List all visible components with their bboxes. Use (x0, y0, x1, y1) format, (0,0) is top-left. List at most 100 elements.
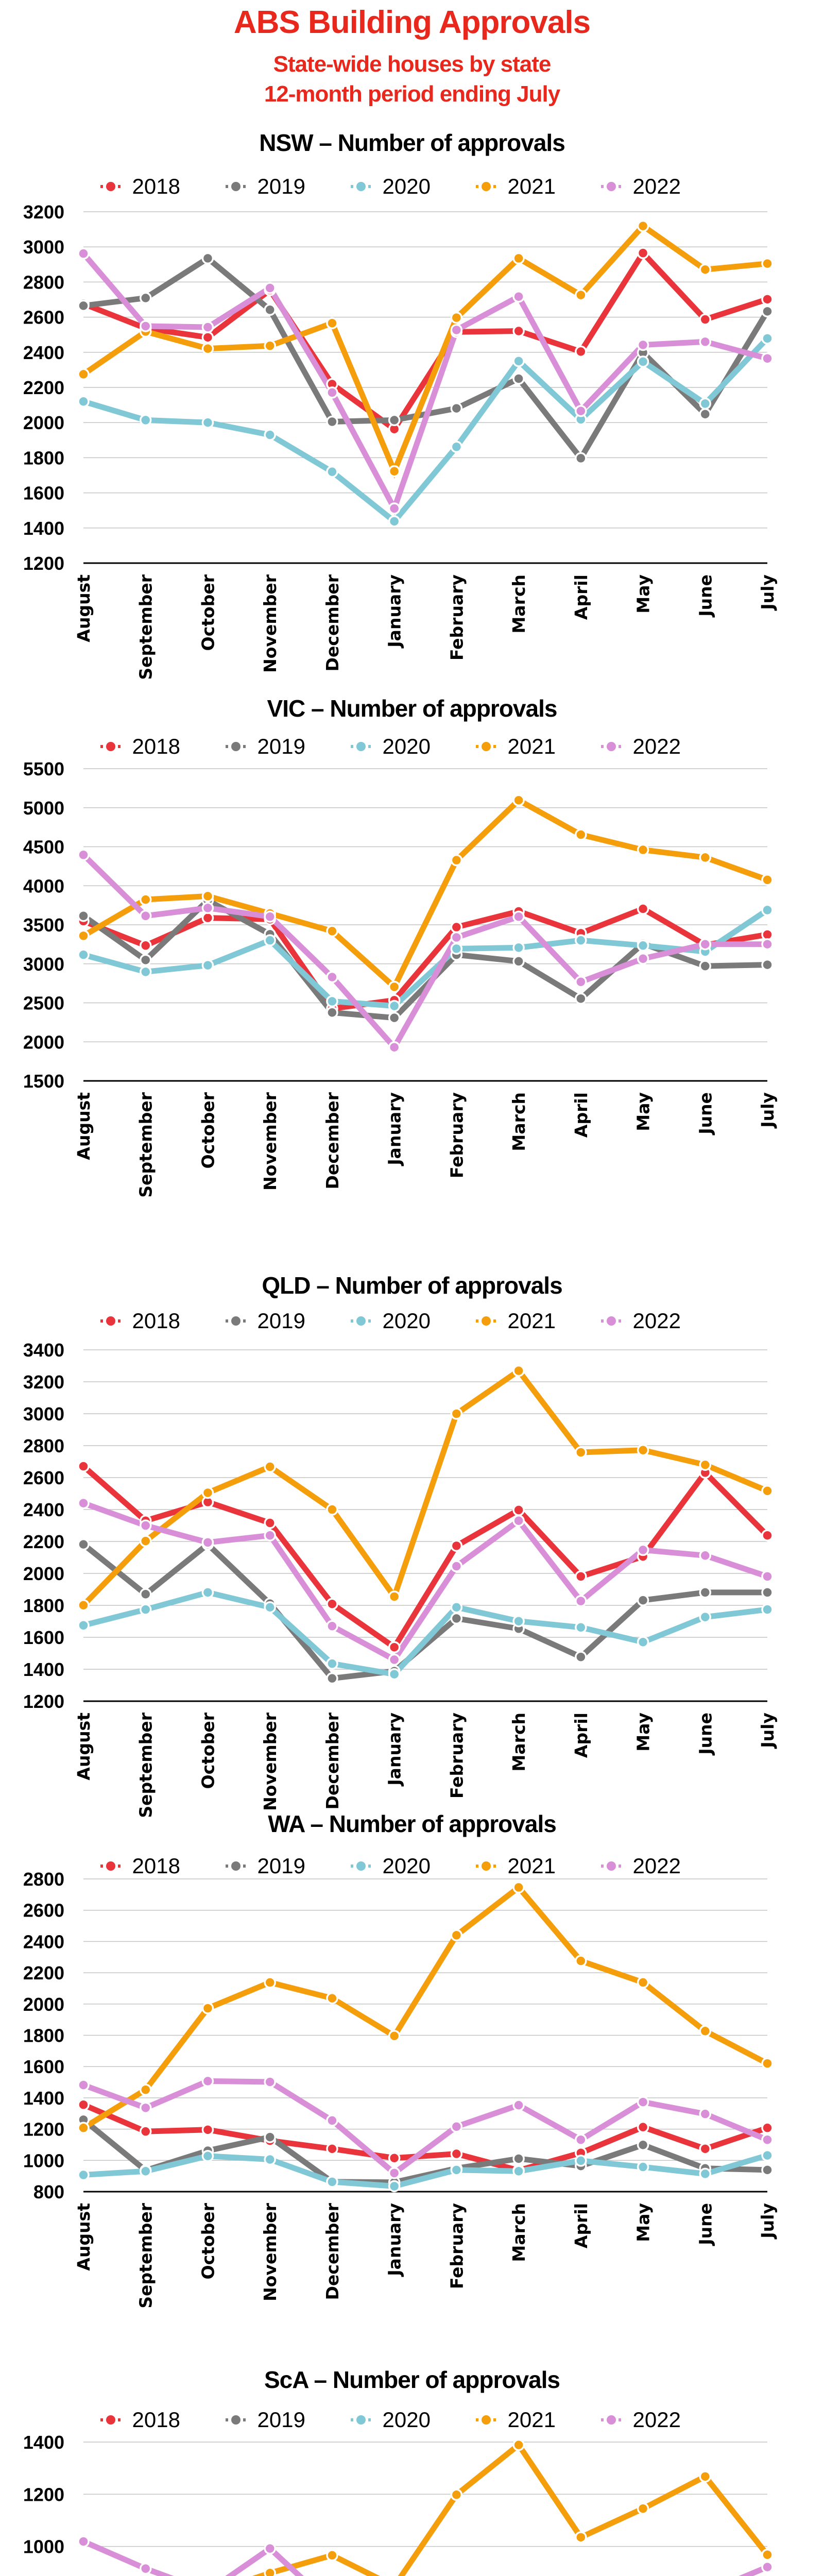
legend-item-2019[interactable]: 2019 (225, 1309, 350, 1333)
data-point-2019[interactable] (637, 2139, 649, 2151)
legend-item-2022[interactable]: 2022 (600, 2408, 725, 2432)
data-point-2021[interactable] (637, 2502, 649, 2515)
data-point-2022[interactable] (450, 324, 463, 336)
legend-item-2021[interactable]: 2021 (475, 174, 600, 199)
legend-item-2019[interactable]: 2019 (225, 1854, 350, 1878)
data-point-2020[interactable] (326, 465, 338, 478)
data-point-2022[interactable] (201, 2075, 214, 2088)
legend-item-2018[interactable]: 2018 (99, 1309, 225, 1333)
data-point-2021[interactable] (77, 1599, 90, 1612)
data-point-2020[interactable] (699, 1611, 712, 1623)
data-point-2021[interactable] (139, 2083, 152, 2096)
data-point-2020[interactable] (139, 2165, 152, 2177)
data-point-2022[interactable] (699, 938, 712, 951)
data-point-2021[interactable] (699, 2025, 712, 2038)
data-point-2021[interactable] (326, 2549, 338, 2562)
data-point-2022[interactable] (575, 1595, 587, 1607)
data-point-2020[interactable] (637, 2161, 649, 2173)
data-point-2021[interactable] (761, 873, 774, 886)
data-point-2018[interactable] (637, 903, 649, 915)
data-point-2020[interactable] (77, 395, 90, 408)
data-point-2018[interactable] (139, 2125, 152, 2138)
data-point-2020[interactable] (388, 999, 401, 1012)
data-point-2019[interactable] (326, 415, 338, 428)
data-point-2022[interactable] (264, 2542, 276, 2555)
data-point-2019[interactable] (450, 1612, 463, 1625)
legend-item-2022[interactable]: 2022 (600, 734, 725, 759)
legend-item-2018[interactable]: 2018 (99, 2408, 225, 2432)
legend-item-2018[interactable]: 2018 (99, 1854, 225, 1878)
data-point-2020[interactable] (512, 1615, 525, 1628)
data-point-2022[interactable] (326, 2114, 338, 2127)
data-point-2020[interactable] (450, 2164, 463, 2176)
data-point-2019[interactable] (761, 305, 774, 318)
data-point-2020[interactable] (388, 1668, 401, 1681)
data-point-2021[interactable] (637, 1976, 649, 1989)
data-point-2021[interactable] (575, 828, 587, 841)
data-point-2021[interactable] (139, 1535, 152, 1547)
legend-item-2020[interactable]: 2020 (350, 1309, 475, 1333)
data-point-2021[interactable] (450, 854, 463, 867)
data-point-2022[interactable] (575, 2133, 587, 2146)
data-point-2018[interactable] (264, 1517, 276, 1529)
data-point-2021[interactable] (388, 1590, 401, 1603)
data-point-2019[interactable] (699, 408, 712, 420)
data-point-2018[interactable] (450, 921, 463, 934)
data-point-2021[interactable] (264, 1461, 276, 1473)
data-point-2022[interactable] (326, 386, 338, 399)
data-point-2021[interactable] (699, 2470, 712, 2483)
data-point-2022[interactable] (575, 975, 587, 988)
legend-item-2019[interactable]: 2019 (225, 2408, 350, 2432)
data-point-2022[interactable] (201, 1536, 214, 1549)
data-point-2020[interactable] (450, 1601, 463, 1614)
data-point-2019[interactable] (761, 1586, 774, 1599)
data-point-2022[interactable] (201, 321, 214, 333)
legend-item-2020[interactable]: 2020 (350, 174, 475, 199)
data-point-2022[interactable] (77, 849, 90, 861)
data-point-2022[interactable] (761, 2561, 774, 2573)
data-point-2018[interactable] (326, 2143, 338, 2155)
data-point-2021[interactable] (264, 1976, 276, 1989)
data-point-2022[interactable] (512, 910, 525, 923)
data-point-2021[interactable] (512, 1364, 525, 1377)
data-point-2022[interactable] (326, 1620, 338, 1633)
data-point-2019[interactable] (637, 1594, 649, 1606)
data-point-2020[interactable] (637, 355, 649, 368)
data-point-2019[interactable] (139, 1588, 152, 1601)
data-point-2022[interactable] (264, 282, 276, 294)
data-point-2020[interactable] (201, 959, 214, 972)
data-point-2021[interactable] (264, 340, 276, 352)
data-point-2018[interactable] (637, 247, 649, 259)
data-point-2022[interactable] (388, 1653, 401, 1666)
data-point-2019[interactable] (139, 292, 152, 304)
data-point-2022[interactable] (77, 2079, 90, 2091)
data-point-2020[interactable] (637, 939, 649, 952)
data-point-2022[interactable] (637, 953, 649, 965)
legend-item-2020[interactable]: 2020 (350, 2408, 475, 2432)
data-point-2018[interactable] (139, 939, 152, 952)
data-point-2021[interactable] (512, 252, 525, 265)
data-point-2020[interactable] (326, 2176, 338, 2188)
data-point-2022[interactable] (77, 2535, 90, 2548)
data-point-2019[interactable] (77, 299, 90, 312)
data-point-2021[interactable] (450, 2488, 463, 2501)
data-point-2021[interactable] (575, 1446, 587, 1459)
data-point-2019[interactable] (699, 1586, 712, 1599)
data-point-2022[interactable] (326, 971, 338, 984)
legend-item-2021[interactable]: 2021 (475, 1854, 600, 1878)
data-point-2022[interactable] (512, 1514, 525, 1527)
data-point-2019[interactable] (512, 955, 525, 968)
data-point-2020[interactable] (201, 416, 214, 429)
data-point-2019[interactable] (450, 402, 463, 415)
data-point-2019[interactable] (77, 909, 90, 922)
data-point-2020[interactable] (761, 2149, 774, 2162)
data-point-2019[interactable] (761, 958, 774, 971)
data-point-2018[interactable] (761, 1529, 774, 1541)
data-point-2021[interactable] (77, 929, 90, 942)
data-point-2020[interactable] (77, 948, 90, 961)
data-point-2020[interactable] (575, 934, 587, 946)
data-point-2021[interactable] (201, 1486, 214, 1499)
data-point-2022[interactable] (264, 910, 276, 923)
data-point-2020[interactable] (264, 429, 276, 441)
data-point-2021[interactable] (77, 368, 90, 381)
